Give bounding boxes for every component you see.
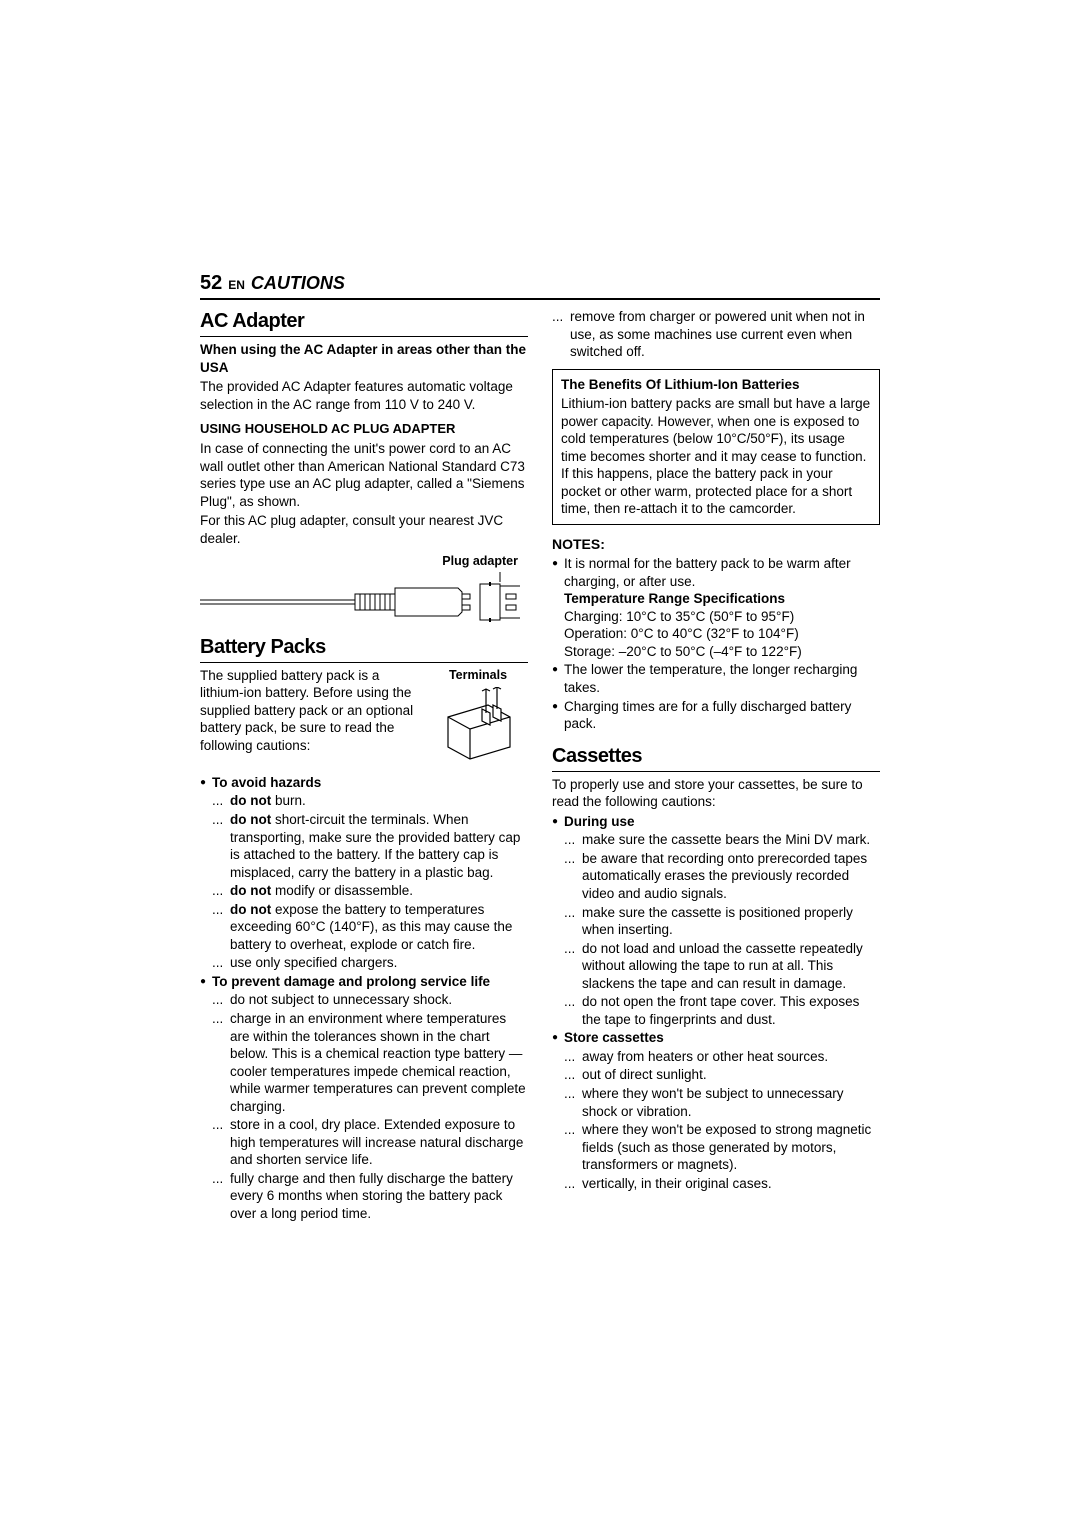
terminals-caption: Terminals (428, 667, 528, 683)
notes-list: It is normal for the battery pack to be … (552, 555, 880, 732)
box-title: The Benefits Of Lithium-Ion Batteries (561, 376, 871, 394)
store-item: vertically, in their original cases. (564, 1175, 880, 1193)
prevent-item: fully charge and then fully discharge th… (212, 1170, 528, 1223)
terminals-figure: Terminals (428, 667, 528, 767)
prevent-list: do not subject to unnecessary shock. cha… (212, 991, 528, 1222)
right-column: remove from charger or powered unit when… (552, 306, 880, 1224)
store-item: away from heaters or other heat sources. (564, 1048, 880, 1066)
plug-figure: Plug adapter (200, 553, 528, 621)
prevent-item: do not subject to unnecessary shock. (212, 991, 528, 1009)
lithium-box: The Benefits Of Lithium-Ion Batteries Li… (552, 369, 880, 525)
during-list: make sure the cassette bears the Mini DV… (564, 831, 880, 1028)
store-list: away from heaters or other heat sources.… (564, 1048, 880, 1192)
store-head: Store cassettes (564, 1030, 664, 1045)
two-columns: AC Adapter When using the AC Adapter in … (200, 306, 880, 1224)
hazard-item: do not burn. (212, 792, 528, 810)
during-item: be aware that recording onto prerecorded… (564, 850, 880, 903)
box-body: Lithium-ion battery packs are small but … (561, 395, 871, 518)
ac-adapter-heading: AC Adapter (200, 308, 528, 337)
ac-p3: For this AC plug adapter, consult your n… (200, 512, 528, 547)
during-item: make sure the cassette bears the Mini DV… (564, 831, 880, 849)
prevent-cont-list: remove from charger or powered unit when… (552, 308, 880, 361)
ac-sub1: When using the AC Adapter in areas other… (200, 341, 528, 376)
prevent-item: remove from charger or powered unit when… (552, 308, 880, 361)
store-item: where they won't be exposed to strong ma… (564, 1121, 880, 1174)
during-bullet: During use make sure the cassette bears … (552, 813, 880, 1192)
cassettes-heading: Cassettes (552, 743, 880, 772)
prevent-item: charge in an environment where temperatu… (212, 1010, 528, 1115)
hazard-item: do not short-circuit the terminals. When… (212, 811, 528, 881)
hazards-head: To avoid hazards (212, 775, 321, 790)
hazard-item: use only specified chargers. (212, 954, 528, 972)
page-number: 52 (200, 270, 222, 296)
hazard-bullet: To avoid hazards do not burn. do not sho… (200, 774, 528, 1223)
note-item: It is normal for the battery pack to be … (552, 555, 880, 660)
note-item: Charging times are for a fully discharge… (552, 698, 880, 733)
note-item: The lower the temperature, the longer re… (552, 661, 880, 696)
battery-icon (428, 687, 518, 767)
hazards-list: do not burn. do not short-circuit the te… (212, 792, 528, 971)
during-item: do not load and unload the cassette repe… (564, 940, 880, 993)
hazard-item: do not modify or disassemble. (212, 882, 528, 900)
during-head: During use (564, 814, 635, 829)
page-header: 52 EN CAUTIONS (200, 270, 880, 300)
store-item: out of direct sunlight. (564, 1066, 880, 1084)
prevent-item: store in a cool, dry place. Extended exp… (212, 1116, 528, 1169)
store-item: where they won't be subject to unnecessa… (564, 1085, 880, 1120)
ac-sub2: USING HOUSEHOLD AC PLUG ADAPTER (200, 421, 528, 438)
cassettes-intro: To properly use and store your cassettes… (552, 776, 880, 811)
during-item: do not open the front tape cover. This e… (564, 993, 880, 1028)
hazard-item: do not expose the battery to temperature… (212, 901, 528, 954)
plug-caption: Plug adapter (200, 553, 528, 569)
ac-p2: In case of connecting the unit's power c… (200, 440, 528, 510)
prevent-head: To prevent damage and prolong service li… (212, 974, 490, 989)
notes-heading: NOTES: (552, 535, 880, 553)
plug-adapter-icon (200, 572, 520, 622)
battery-heading: Battery Packs (200, 634, 528, 663)
during-item: make sure the cassette is positioned pro… (564, 904, 880, 939)
ac-p1: The provided AC Adapter features automat… (200, 378, 528, 413)
lang-code: EN (228, 278, 245, 294)
left-column: AC Adapter When using the AC Adapter in … (200, 306, 528, 1224)
header-title: CAUTIONS (251, 272, 345, 295)
